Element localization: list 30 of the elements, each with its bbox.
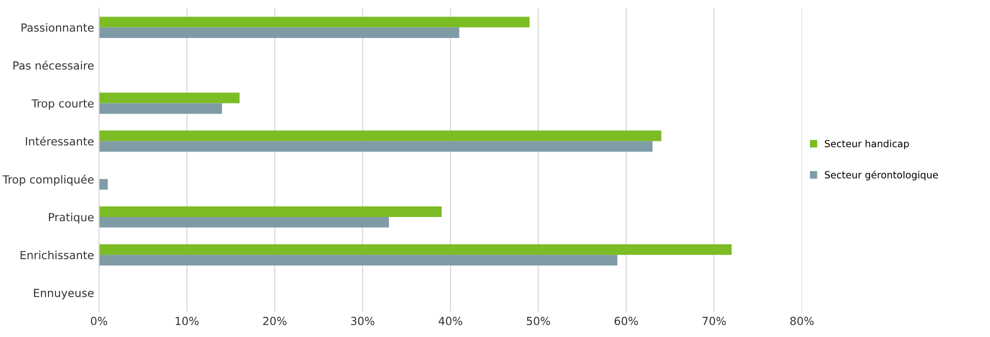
y-tick-label: Pratique <box>48 212 94 224</box>
legend-label: Secteur handicap <box>824 140 909 150</box>
bar <box>99 206 442 217</box>
y-tick-label: Enrichissante <box>20 250 94 260</box>
x-tick-label: 50% <box>526 316 550 326</box>
bar <box>99 216 389 228</box>
x-tick-label: 0% <box>90 316 108 326</box>
bar <box>99 103 222 114</box>
bar <box>99 254 618 266</box>
x-tick-label: 10% <box>176 316 199 326</box>
bar <box>99 92 240 104</box>
x-tick-label: 80% <box>790 316 814 326</box>
x-tick-label: 30% <box>351 316 374 326</box>
bar <box>99 16 530 28</box>
x-tick-label: 70% <box>702 316 726 326</box>
y-tick-label: Ennuyeuse <box>34 288 94 300</box>
bar <box>99 130 662 142</box>
x-tick-label: 40% <box>438 316 462 326</box>
y-tick-label: Intéressante <box>26 136 94 146</box>
bar <box>99 244 732 255</box>
y-tick-label: Trop courte <box>32 99 94 110</box>
bar <box>99 27 460 38</box>
legend-label: Secteur gérontologique <box>824 170 938 180</box>
y-tick-label: Trop compliquée <box>2 174 94 186</box>
x-tick-label: 20% <box>263 316 286 326</box>
bar <box>99 179 108 190</box>
y-tick-label: Pas nécessaire <box>13 60 94 70</box>
bar <box>99 141 653 152</box>
x-tick-label: 60% <box>614 316 638 326</box>
y-tick-label: Passionnante <box>22 23 94 32</box>
